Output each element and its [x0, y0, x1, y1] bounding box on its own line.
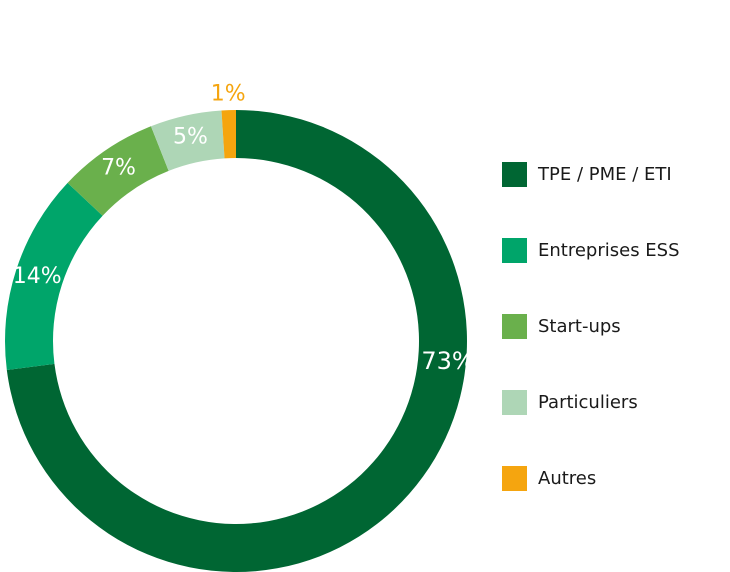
- legend-item-autres: Autres: [502, 464, 596, 492]
- legend-label: Particuliers: [538, 391, 638, 413]
- legend-item-particuliers: Particuliers: [502, 388, 638, 416]
- donut-slice-entreprises-ess: [4, 182, 103, 370]
- legend-label: TPE / PME / ETI: [538, 163, 672, 185]
- legend-item-tpe-pme-eti: TPE / PME / ETI: [502, 160, 672, 188]
- legend-label: Entreprises ESS: [538, 239, 680, 261]
- legend-label: Autres: [538, 467, 597, 489]
- slice-value-label: 1%: [211, 82, 246, 107]
- legend-item-start-ups: Start-ups: [502, 312, 621, 340]
- donut-slice-autres: [221, 110, 236, 159]
- slice-value-label: 5%: [173, 125, 208, 150]
- legend-swatch: [502, 161, 527, 187]
- slice-value-label: 73%: [421, 347, 474, 375]
- legend-swatch: [502, 465, 527, 491]
- legend-swatch: [502, 313, 527, 339]
- slice-value-label: 14%: [13, 264, 62, 289]
- donut-slice-start-ups: [67, 126, 169, 216]
- donut-slice-particuliers: [150, 110, 225, 171]
- legend-item-entreprises-ess: Entreprises ESS: [502, 236, 680, 264]
- legend-swatch: [502, 237, 527, 263]
- slice-value-label: 7%: [101, 156, 136, 181]
- legend-label: Start-ups: [538, 315, 621, 337]
- legend-swatch: [502, 389, 527, 415]
